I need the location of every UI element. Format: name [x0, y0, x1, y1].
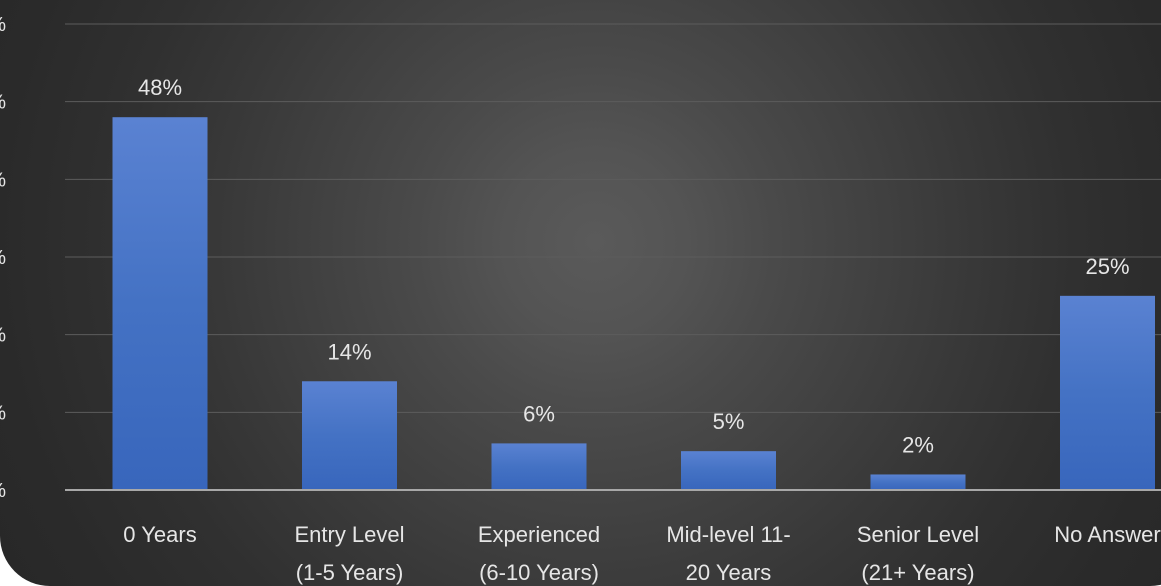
y-axis-tick-labels: %%%%%%%	[0, 14, 6, 502]
gridlines	[65, 23, 1161, 413]
category-label: Mid-level 11-	[666, 522, 790, 547]
data-label: 2%	[902, 432, 934, 457]
category-label: Experienced	[478, 522, 600, 547]
category-labels: 0 Years Entry Level (1-5 Years) Experienced…	[123, 522, 1160, 585]
data-labels: 48% 14% 6% 5% 2% 25%	[138, 75, 1130, 457]
y-tick-label: %	[0, 247, 6, 269]
category-label: (21+ Years)	[861, 560, 974, 585]
data-label: 6%	[523, 401, 555, 426]
y-tick-label: %	[0, 480, 6, 502]
y-tick-label: %	[0, 325, 6, 347]
data-label: 14%	[327, 339, 371, 364]
y-tick-label: %	[0, 402, 6, 424]
bar	[491, 443, 587, 490]
category-label: No Answer	[1054, 522, 1160, 547]
bar	[681, 451, 776, 490]
data-label: 5%	[713, 409, 745, 434]
data-label: 48%	[138, 75, 182, 100]
category-label: (1-5 Years)	[296, 560, 404, 585]
category-label: (6-10 Years)	[479, 560, 599, 585]
bar	[1060, 295, 1155, 490]
category-label: Senior Level	[857, 522, 979, 547]
bars	[112, 117, 1155, 490]
y-tick-label: %	[0, 169, 6, 191]
category-label: Entry Level	[294, 522, 404, 547]
bar	[112, 117, 208, 490]
y-tick-label: %	[0, 92, 6, 114]
y-tick-label: %	[0, 14, 6, 36]
bar	[302, 381, 397, 490]
category-label: 20 Years	[686, 560, 772, 585]
category-label: 0 Years	[123, 522, 196, 547]
data-label: 25%	[1085, 254, 1129, 279]
bar	[870, 474, 966, 490]
